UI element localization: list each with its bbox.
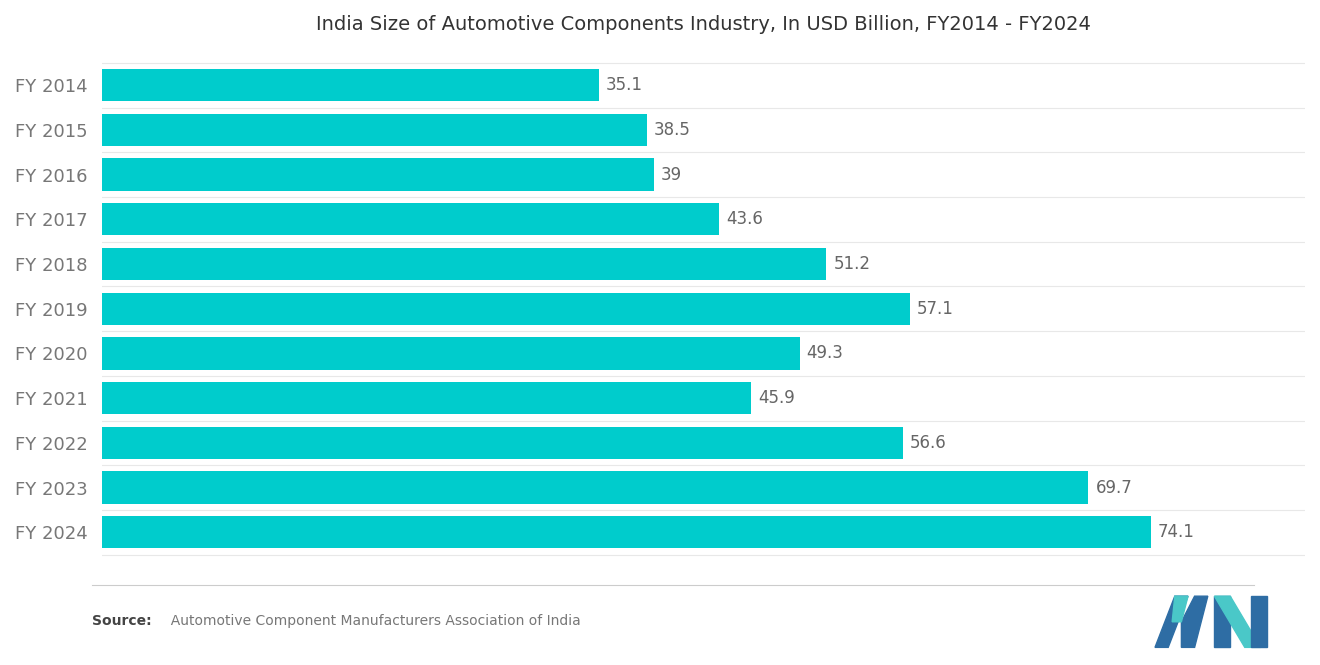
- Title: India Size of Automotive Components Industry, In USD Billion, FY2014 - FY2024: India Size of Automotive Components Indu…: [315, 15, 1090, 34]
- Text: 56.6: 56.6: [909, 434, 946, 452]
- Text: 69.7: 69.7: [1096, 479, 1133, 497]
- Text: 49.3: 49.3: [807, 344, 843, 362]
- Polygon shape: [1251, 596, 1267, 648]
- Bar: [102, 248, 826, 280]
- Text: 51.2: 51.2: [833, 255, 871, 273]
- Text: 57.1: 57.1: [917, 300, 954, 318]
- Polygon shape: [1172, 596, 1188, 622]
- Text: Source:: Source:: [92, 614, 152, 628]
- Text: 45.9: 45.9: [759, 389, 795, 407]
- Bar: [102, 382, 751, 414]
- Text: Automotive Component Manufacturers Association of India: Automotive Component Manufacturers Assoc…: [162, 614, 581, 628]
- Bar: [102, 114, 647, 146]
- Text: 74.1: 74.1: [1158, 523, 1195, 541]
- Bar: [102, 158, 653, 191]
- Bar: [102, 471, 1089, 503]
- Bar: [102, 69, 598, 101]
- Bar: [102, 293, 909, 325]
- Text: 35.1: 35.1: [606, 76, 643, 94]
- Polygon shape: [1214, 596, 1261, 648]
- Bar: [102, 337, 800, 370]
- Text: 43.6: 43.6: [726, 210, 763, 228]
- Text: 38.5: 38.5: [653, 121, 690, 139]
- Polygon shape: [1181, 596, 1208, 648]
- Bar: [102, 516, 1151, 549]
- Polygon shape: [1155, 596, 1188, 648]
- Bar: [102, 427, 903, 459]
- Polygon shape: [1214, 596, 1230, 648]
- Bar: [102, 203, 719, 235]
- Text: 39: 39: [661, 166, 682, 184]
